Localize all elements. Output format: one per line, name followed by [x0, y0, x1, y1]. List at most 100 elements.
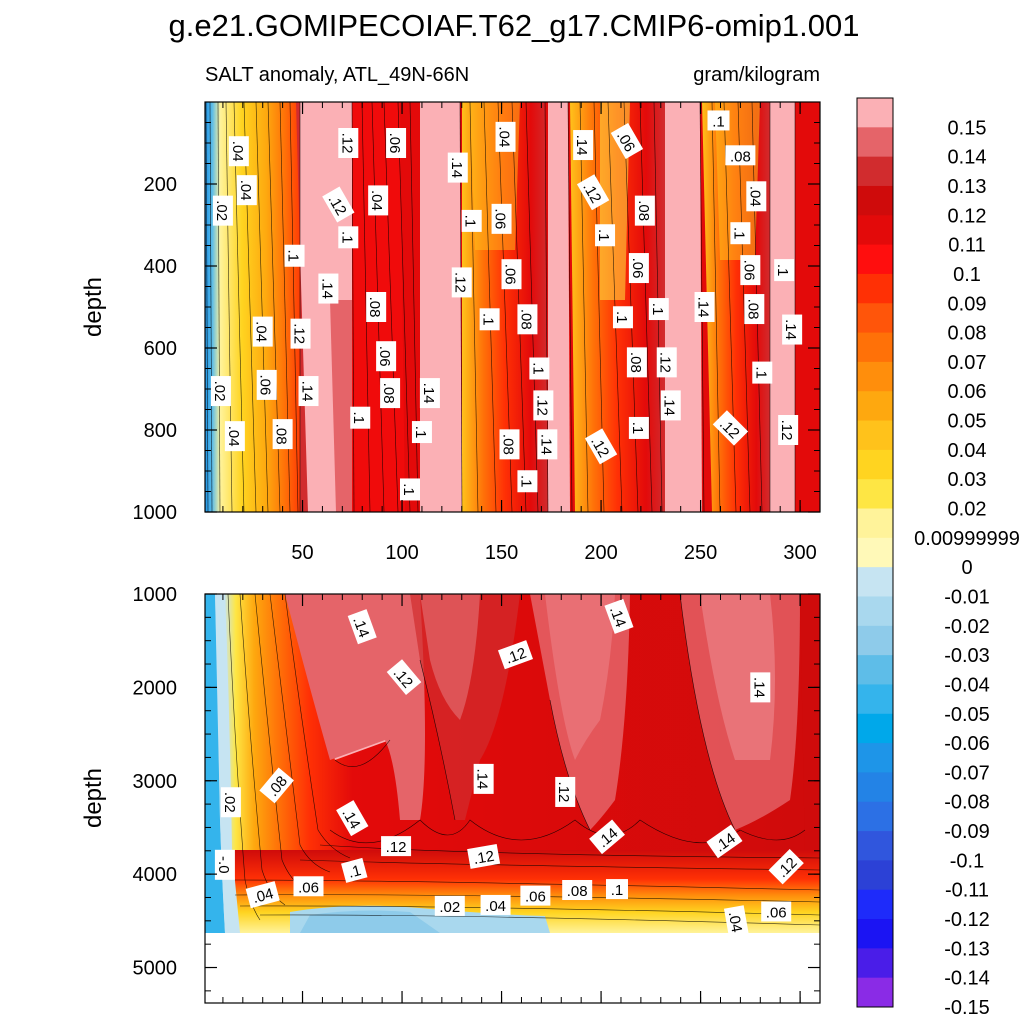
upper-contour-label: .1 [479, 308, 500, 331]
lower-contour-label-box [723, 905, 749, 939]
lower-ytick-label: 1000 [133, 584, 178, 606]
lower-contour-label-text: .06 [525, 889, 546, 906]
upper-contour-line-6 [255, 101, 269, 513]
upper-contour-label-box [479, 308, 500, 331]
upper-contour-label-text: .1 [649, 303, 666, 316]
colorbar-level-label: 0.14 [948, 147, 987, 169]
lower-y-axis-label: depth [80, 768, 107, 828]
lower-contour-label-text: .06 [766, 904, 787, 921]
lower-contour-label-box [381, 836, 412, 857]
lower-contour-line-13 [329, 819, 806, 844]
upper-contour-label: .04 [236, 175, 257, 206]
upper-contour-label-box [499, 429, 520, 460]
upper-contour-label-text: .04 [237, 180, 254, 201]
upper-contour-label: .08 [366, 292, 387, 322]
lower-bottom-cold-core [300, 910, 440, 933]
upper-contour-label-text: .06 [386, 133, 403, 154]
upper-contour-label: .06 [386, 128, 407, 158]
upper-contour-label-box [210, 376, 231, 407]
colorbar-level-label: 0 [961, 557, 972, 579]
lower-lobe-9 [800, 594, 820, 860]
upper-contour-label-text: .08 [500, 434, 517, 455]
lower-contour-label-text: .12 [472, 848, 495, 868]
lower-contour-label-text: .14 [606, 604, 629, 629]
upper-contour-label-text: .1 [595, 229, 612, 242]
upper-contour-label: .12 [338, 128, 359, 158]
colorbar-level-label: 0.11 [948, 235, 985, 257]
lower-lobe-2 [285, 594, 425, 820]
upper-contour-label-text: .14 [661, 395, 678, 416]
upper-contour-label: .06 [501, 259, 522, 290]
upper-contour-label-text: .1 [480, 313, 497, 326]
colorbar-level-label: -0.06 [944, 733, 990, 755]
upper-contour-label: .1 [752, 361, 773, 384]
upper-contour-line-11 [351, 101, 355, 513]
lower-contour-label: .12 [467, 843, 501, 869]
lower-contour-line-6 [234, 879, 821, 891]
upper-contour-label-box [212, 195, 233, 226]
upper-contour-label-text: .06 [740, 260, 757, 281]
upper-contour-label: .12 [451, 267, 472, 298]
colorbar-swatch [857, 537, 893, 568]
upper-contour-label-box [740, 255, 761, 286]
colorbar-swatch [857, 801, 893, 832]
upper-contour-line-16 [409, 101, 419, 513]
upper-contour-label-box [495, 121, 516, 152]
lower-contour-label: .06 [293, 876, 324, 897]
colorbar-level-label: -0.03 [944, 645, 990, 667]
colorbar-swatch [857, 889, 893, 920]
lower-contour-label-text: .14 [349, 614, 372, 639]
upper-contour-label: .14 [573, 130, 594, 161]
upper-contour-label-box [236, 175, 257, 206]
upper-contour-label-box [694, 292, 715, 322]
upper-contour-label-box [648, 298, 669, 321]
upper-contour-label: .08 [380, 378, 401, 409]
lower-contour-line-14 [419, 659, 456, 821]
lower-contour-label-text: .12 [555, 782, 572, 803]
colorbar-level-label: 0.12 [948, 205, 987, 227]
lower-contour-label-box [604, 598, 634, 634]
colorbar-swatch [857, 977, 893, 1008]
lower-contour-line-5 [284, 593, 351, 859]
upper-contour-label: .1 [411, 421, 432, 444]
upper-contour-label-box [782, 314, 803, 345]
upper-contour-labels: .04 .04 .02 .04 .02 .04 .06 .08 .1 .12 .14 .14 .12 .1… [210, 110, 803, 501]
upper-contour-line-9 [289, 101, 299, 513]
upper-contour-line-15 [397, 101, 411, 513]
colorbar-swatch [857, 684, 893, 715]
upper-contour-label-box [322, 186, 355, 223]
lower-contour-label-box [555, 776, 576, 807]
upper-xtick-label: 300 [783, 542, 816, 564]
upper-contour-label-box [318, 273, 339, 304]
upper-contour-line-12 [361, 101, 371, 513]
upper-contour-label-box [491, 203, 512, 234]
upper-contour-label: .1 [350, 406, 371, 429]
upper-contour-label: .04 [228, 136, 249, 167]
upper-contour-label-box [386, 128, 407, 158]
upper-xtick-label: 250 [684, 542, 717, 564]
colorbar-swatch [857, 303, 893, 334]
colorbar-level-label: -0.01 [944, 586, 990, 608]
lower-missing-data [205, 933, 820, 1003]
colorbar-level-label: -0.14 [944, 968, 990, 990]
lower-contour-label-text: .12 [503, 645, 528, 668]
upper-contour-label: .06 [376, 341, 397, 372]
upper-contour-label: .08 [626, 347, 647, 378]
lower-contour-label: .06 [520, 885, 551, 906]
colorbar-swatch [857, 567, 893, 597]
upper-contour-label: .04 [224, 421, 245, 452]
upper-band-11 [330, 300, 352, 512]
lower-contour-label-box [605, 879, 628, 900]
colorbar-level-label: -0.15 [944, 997, 990, 1019]
upper-contour-label: .08 [272, 419, 293, 450]
upper-contour-label-box [634, 195, 655, 226]
upper-contour-label-text: .12 [291, 323, 308, 344]
lower-contour-line-3 [254, 593, 306, 891]
upper-contour-line-14 [383, 101, 399, 513]
lower-lobe-8 [680, 594, 800, 830]
upper-contour-line-18 [469, 101, 479, 513]
colorbar-swatch [857, 919, 893, 949]
lower-contour-label: .1 [605, 879, 628, 900]
upper-contour-label: .14 [298, 376, 319, 407]
upper-contour-label-text: .08 [730, 148, 751, 165]
